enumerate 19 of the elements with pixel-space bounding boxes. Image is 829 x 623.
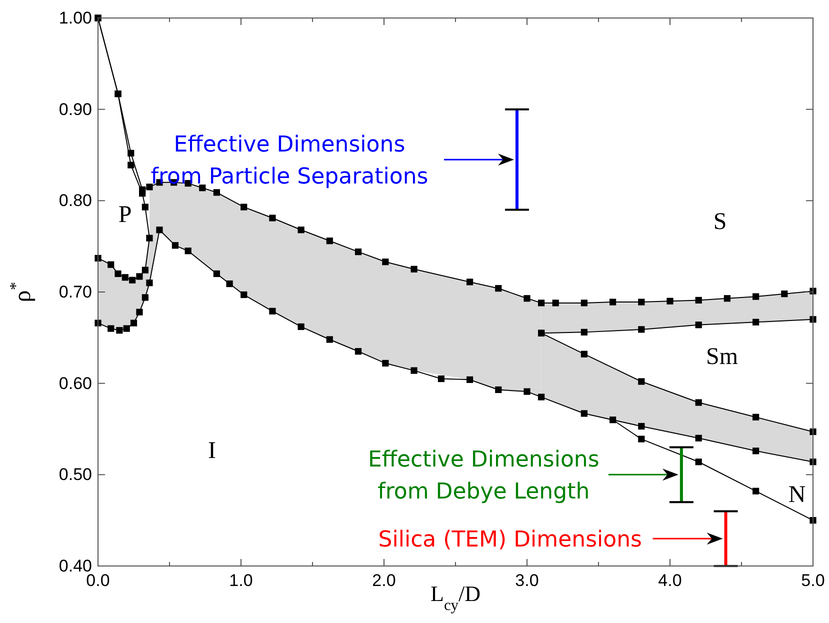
y-tick-label: 0.60 — [58, 374, 92, 393]
x-tick-label: 1.0 — [229, 571, 253, 590]
annotation: S — [713, 209, 727, 235]
x-tick-label: 3.0 — [515, 571, 539, 590]
x-tick-label: 5.0 — [801, 571, 825, 590]
y-tick-label: 0.80 — [58, 191, 92, 210]
x-axis-title: L$_{cy}$/D — [430, 581, 480, 614]
annotation: I — [208, 438, 216, 464]
y-tick-label: 0.90 — [58, 100, 92, 119]
annotation: P — [118, 202, 132, 228]
annotation: Sm — [706, 344, 738, 370]
annotation: Silica (TEM) Dimensions — [378, 527, 642, 552]
annotation: N — [788, 482, 806, 508]
x-tick-label: 4.0 — [658, 571, 682, 590]
annotation: Effective Dimensions from Debye Length — [368, 447, 600, 504]
y-tick-label: 0.50 — [58, 465, 92, 484]
y-tick-label: 0.70 — [58, 282, 92, 302]
y-tick-label: 1.00 — [58, 8, 92, 28]
x-tick-label: 2.0 — [372, 571, 396, 590]
